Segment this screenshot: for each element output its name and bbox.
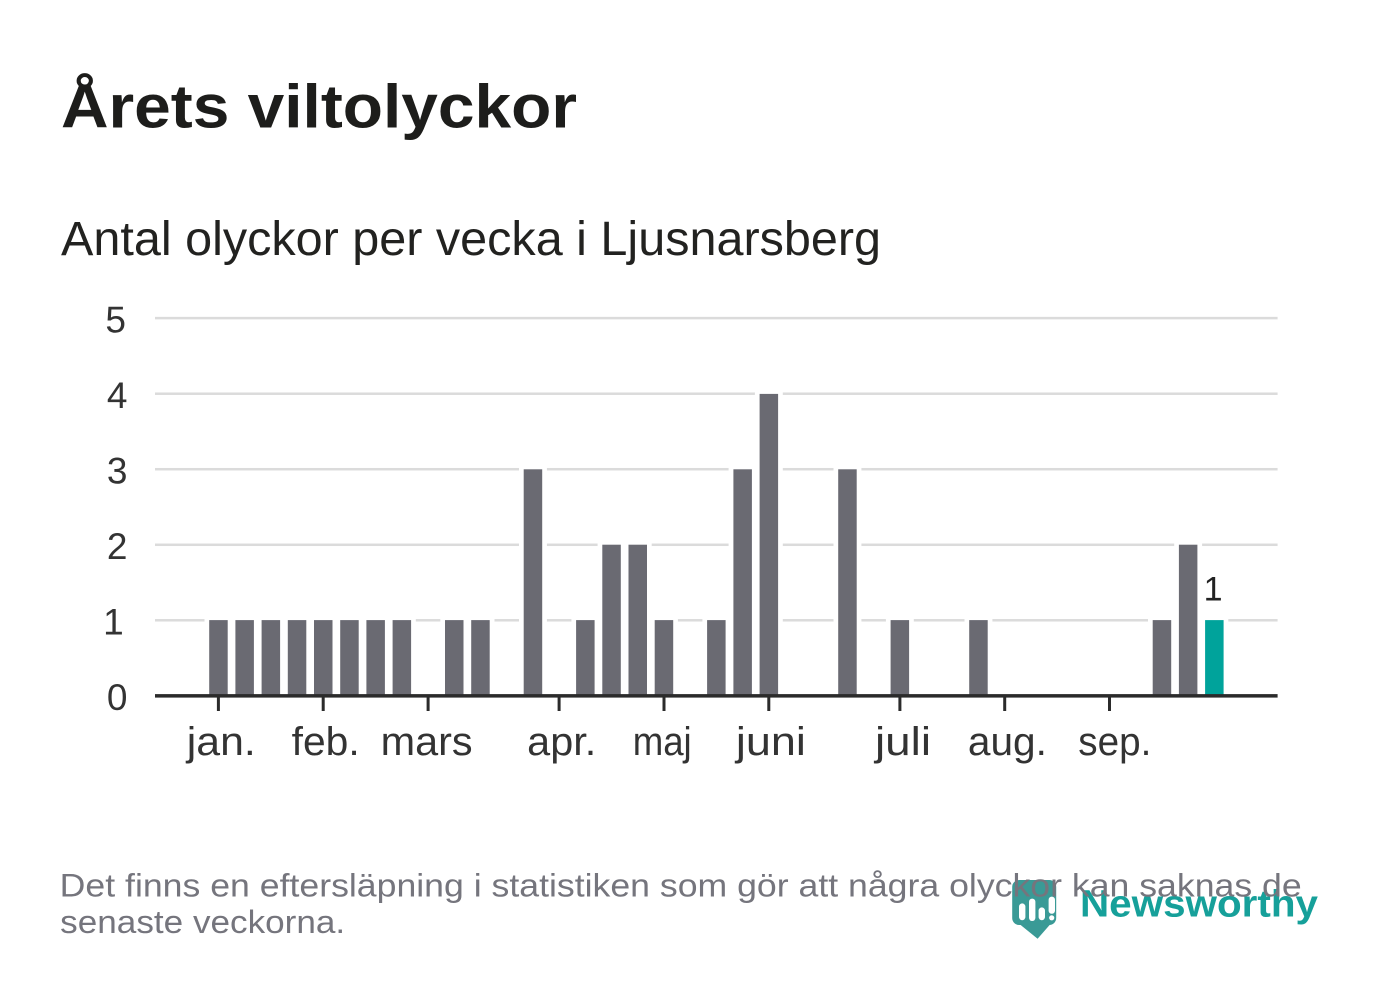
svg-text:4: 4: [107, 375, 128, 416]
svg-text:5: 5: [105, 300, 126, 341]
svg-text:juli: juli: [874, 720, 931, 764]
svg-text:aug.: aug.: [968, 720, 1047, 764]
svg-text:jan.: jan.: [186, 720, 256, 764]
svg-text:apr.: apr.: [527, 720, 596, 764]
svg-text:mars: mars: [381, 720, 473, 764]
svg-text:0: 0: [107, 677, 128, 718]
svg-text:1: 1: [1204, 571, 1223, 609]
svg-text:sep.: sep.: [1078, 720, 1151, 764]
svg-text:juni: juni: [735, 720, 806, 764]
svg-text:feb.: feb.: [292, 720, 360, 764]
svg-text:2: 2: [107, 526, 128, 567]
svg-text:Newsworthy: Newsworthy: [1080, 884, 1318, 926]
svg-text:Det finns en eftersläpning i s: Det finns en eftersläpning i statistiken…: [60, 867, 1302, 903]
svg-text:3: 3: [107, 451, 128, 492]
svg-text:Antal olyckor per vecka i Ljus: Antal olyckor per vecka i Ljusnarsberg: [61, 213, 881, 266]
svg-text:maj: maj: [633, 720, 692, 764]
svg-text:1: 1: [103, 602, 124, 643]
svg-text:Årets viltolyckor: Årets viltolyckor: [61, 73, 577, 141]
svg-text:senaste veckorna.: senaste veckorna.: [60, 904, 345, 940]
